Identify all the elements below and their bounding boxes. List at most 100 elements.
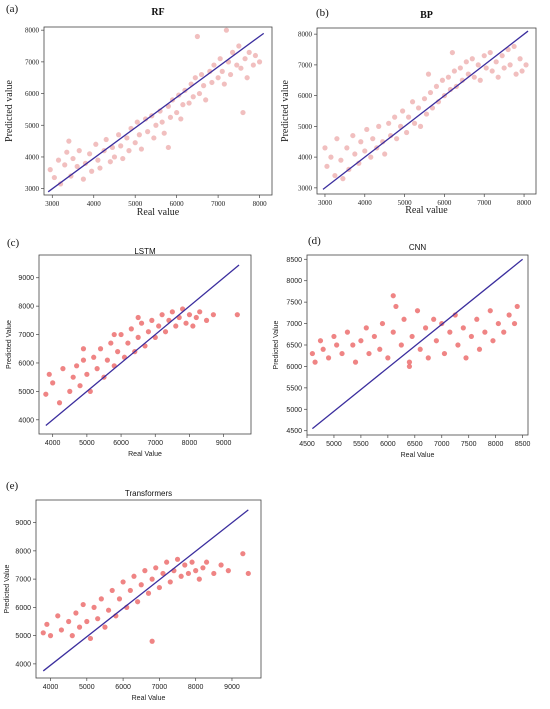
panel-tag: (c) [7, 237, 20, 249]
data-point [138, 582, 144, 588]
data-point [103, 136, 109, 143]
data-point [73, 610, 79, 616]
data-point [358, 338, 364, 344]
data-point [135, 334, 141, 340]
data-point [215, 75, 221, 81]
data-point [513, 71, 519, 77]
data-point [385, 355, 391, 361]
data-point [105, 607, 112, 613]
data-point [91, 604, 97, 610]
data-point [80, 346, 87, 352]
data-point [218, 562, 224, 568]
data-point [62, 162, 68, 168]
data-point [87, 635, 94, 642]
data-point [40, 630, 46, 636]
data-point [352, 151, 358, 157]
plot-frame [35, 499, 262, 679]
data-point [203, 559, 210, 565]
data-point [44, 621, 50, 627]
y-tick-label: 7000 [298, 61, 313, 69]
data-point [517, 56, 523, 62]
y-tick-label: 7000 [25, 58, 40, 66]
data-point [328, 154, 334, 160]
y-tick-label: 4000 [18, 417, 34, 424]
x-tick-label: 7000 [211, 200, 226, 208]
y-axis-label: Predicted value [4, 79, 15, 141]
data-point [394, 136, 400, 142]
x-axis-label: Real Value [401, 452, 435, 459]
y-tick-label: 7000 [15, 577, 31, 584]
data-point [340, 176, 346, 182]
y-tick-label: 8000 [18, 304, 34, 311]
data-point [102, 624, 108, 630]
data-point [501, 65, 507, 71]
reference-line [47, 32, 265, 193]
y-tick-label: 5500 [286, 385, 302, 392]
y-tick-label: 4000 [298, 154, 313, 162]
data-point [495, 74, 501, 80]
data-point [362, 148, 368, 154]
data-point [145, 329, 152, 335]
reference-line [322, 30, 529, 190]
data-point [95, 616, 101, 622]
data-point [245, 570, 251, 577]
data-point [431, 316, 437, 322]
y-tick-label: 5000 [298, 123, 313, 131]
data-point [126, 148, 132, 154]
data-point [511, 43, 517, 50]
x-tick-label: 6500 [407, 441, 423, 448]
x-tick-label: 9000 [224, 684, 240, 691]
x-tick-label: 5500 [353, 441, 369, 448]
data-point [97, 165, 103, 171]
data-point [193, 568, 199, 574]
data-point [80, 176, 86, 182]
data-point [203, 317, 210, 323]
data-point [250, 62, 256, 68]
data-point [50, 380, 56, 386]
data-point [149, 638, 155, 644]
data-point [390, 293, 396, 299]
y-tick-label: 7500 [286, 300, 302, 307]
data-point [169, 309, 175, 315]
data-point [116, 596, 123, 602]
x-axis-label: Real Value [128, 451, 162, 458]
data-point [116, 132, 122, 138]
x-tick-label: 8000 [488, 441, 504, 448]
x-axis-label: Real value [137, 207, 180, 218]
data-point [151, 135, 157, 141]
data-point [93, 141, 99, 147]
data-point [406, 363, 413, 370]
data-point [47, 167, 53, 173]
data-point [376, 123, 382, 129]
data-point [161, 130, 167, 136]
data-point [350, 342, 356, 348]
chart-panel: (e) Transformers 4000 5000 6000 7000 8000 9000 4… [4, 480, 262, 702]
data-point [398, 342, 404, 348]
data-point [445, 74, 451, 80]
data-point [55, 157, 62, 163]
data-point [495, 320, 501, 327]
data-point [192, 75, 198, 81]
data-point [411, 120, 418, 126]
y-tick-label: 4500 [286, 428, 302, 435]
data-point [401, 316, 407, 322]
data-point [483, 65, 489, 71]
data-point [309, 350, 315, 357]
data-point [149, 317, 155, 323]
data-point [149, 576, 155, 582]
y-tick-label: 8000 [25, 27, 40, 35]
data-point [145, 590, 152, 596]
data-point [98, 596, 104, 602]
data-point [95, 157, 101, 163]
y-tick-label: 6500 [286, 343, 302, 350]
data-point [332, 172, 338, 179]
data-point [66, 618, 72, 625]
data-point [469, 56, 475, 62]
data-point [221, 81, 227, 87]
data-point [489, 68, 495, 74]
data-point [364, 126, 370, 133]
data-point [400, 108, 406, 114]
data-point [379, 320, 386, 327]
panel-tag: (e) [6, 480, 19, 492]
data-point [441, 350, 448, 357]
